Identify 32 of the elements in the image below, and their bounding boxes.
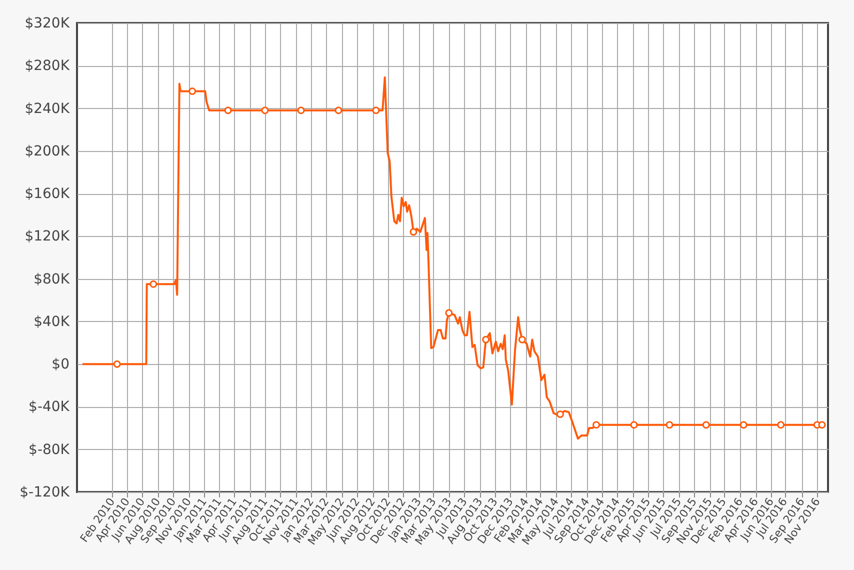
point [410,228,418,236]
y-tick-label: $-120K [20,484,70,500]
point [630,421,638,429]
point [702,421,710,429]
y-tick-label: $0 [52,356,70,373]
y-tick-label: $-40K [28,399,70,416]
point [261,106,269,114]
y-tick-label: $240K [24,100,70,117]
point [518,336,526,344]
point [482,336,490,344]
y-tick-label: $80K [34,271,70,288]
point [334,106,342,114]
point [666,421,674,429]
point [150,280,158,288]
point [777,421,785,429]
point [188,87,196,95]
y-tick-label: $160K [24,186,70,202]
point [818,421,826,429]
point [372,106,380,114]
point [592,421,600,429]
point [740,421,748,429]
y-tick-label: $-80K [28,442,70,458]
y-tick-label: $320K [24,16,70,32]
point [556,410,564,418]
y-tick-label: $200K [24,143,70,160]
y-tick-label: $40K [34,314,70,330]
y-tick-label: $120K [24,228,70,245]
point [113,360,121,368]
y-tick-label: $280K [24,58,70,74]
point [445,309,453,317]
point [224,106,232,114]
point [297,106,305,114]
